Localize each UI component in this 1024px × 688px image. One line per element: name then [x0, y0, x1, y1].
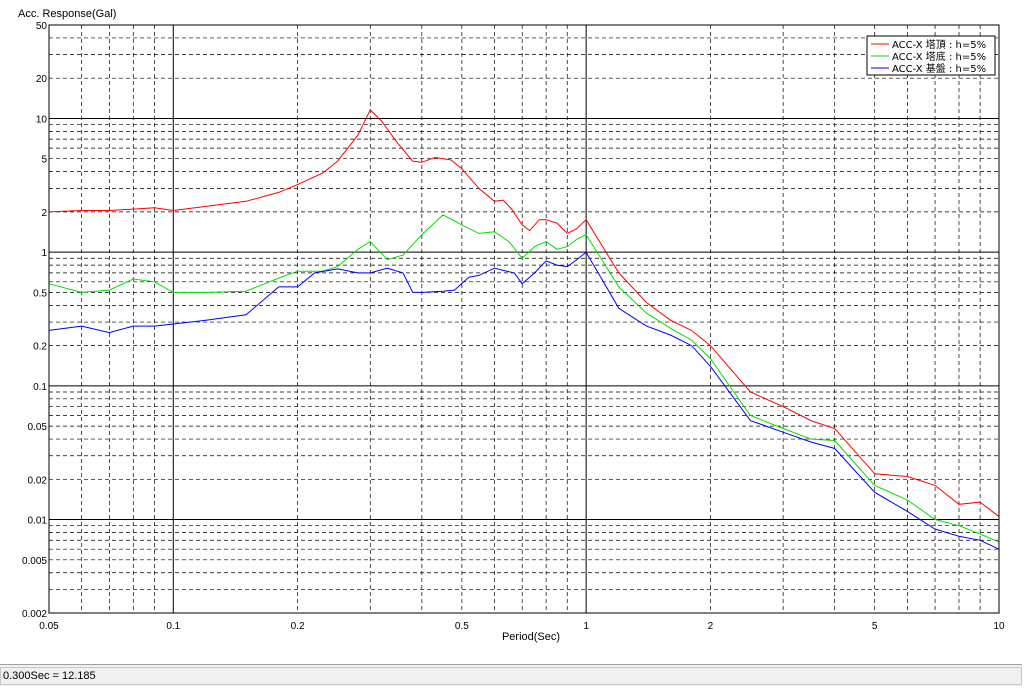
x-tick-label: 0.5 — [455, 621, 469, 632]
tick-labels: 0.05 0.1 0.2 0.5 1 2 5 10 50 20 10 5 2 1 0.5 0.2 0.1 0.05… — [22, 21, 1005, 632]
y-tick-label: 0.005 — [22, 556, 47, 567]
y-tick-label: 1 — [41, 248, 47, 259]
x-tick-label: 10 — [993, 621, 1005, 632]
series-line-3 — [48, 251, 1000, 550]
plot-frame — [48, 24, 1000, 614]
status-bar: 0.300Sec = 12.185 — [0, 664, 1022, 686]
y-tick-label: 10 — [36, 114, 48, 125]
y-tick-label: 0.2 — [33, 342, 47, 353]
y-tick-label: 0.5 — [33, 288, 47, 299]
y-tick-label: 0.01 — [28, 516, 48, 527]
series-line-1 — [48, 108, 1000, 518]
y-tick-label: 0.002 — [22, 609, 47, 620]
x-tick-label: 0.1 — [166, 621, 180, 632]
x-tick-label: 0.2 — [291, 621, 305, 632]
x-tick-label: 2 — [708, 621, 714, 632]
legend-label: ACC-X 基盤 : h=5% — [892, 62, 986, 75]
y-axis-label: Acc. Response(Gal) — [18, 8, 116, 20]
y-tick-label: 20 — [36, 74, 48, 85]
legend-label: ACC-X 塔頂 : h=5% — [892, 38, 986, 51]
chart-background — [0, 0, 1024, 662]
x-tick-label: 5 — [872, 621, 878, 632]
x-tick-label: 0.05 — [39, 621, 59, 632]
x-tick-label: 1 — [583, 621, 589, 632]
response-spectrum-chart: 0.05 0.1 0.2 0.5 1 2 5 10 50 20 10 5 2 1 0.5 0.2 0.1 0.05… — [0, 0, 1024, 662]
y-tick-label: 0.1 — [33, 382, 47, 393]
x-axis-label: Period(Sec) — [502, 631, 560, 643]
grid-lines — [49, 25, 999, 613]
series-line-2 — [48, 214, 1000, 543]
status-panel: 0.300Sec = 12.185 — [0, 667, 1022, 685]
legend-label: ACC-X 塔底 : h=5% — [892, 50, 986, 63]
y-tick-label: 5 — [41, 155, 47, 166]
y-tick-label: 50 — [36, 21, 48, 32]
series-lines — [48, 108, 1000, 550]
y-tick-label: 0.05 — [28, 422, 48, 433]
cursor-readout: 0.300Sec = 12.185 — [3, 670, 96, 682]
y-tick-label: 2 — [41, 208, 47, 219]
legend: ACC-X 塔頂 : h=5%ACC-X 塔底 : h=5%ACC-X 基盤 :… — [866, 35, 996, 76]
y-tick-label: 0.02 — [28, 475, 48, 486]
